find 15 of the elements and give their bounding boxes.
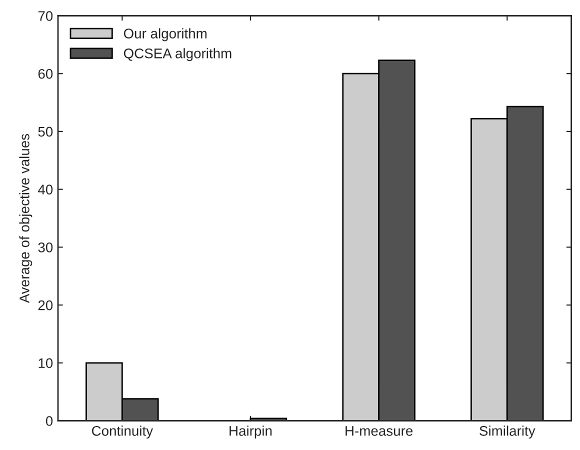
y-axis-title: Average of objective values <box>19 134 32 304</box>
y-tick-label: 0 <box>46 416 53 426</box>
y-tick-label: 10 <box>38 358 53 368</box>
y-tick-label: 20 <box>38 300 53 310</box>
y-tick-label: 50 <box>38 126 53 137</box>
legend-label: Our algorithm <box>124 28 206 42</box>
y-tick-label: 30 <box>38 242 53 252</box>
y-tick-label: 40 <box>38 184 53 194</box>
x-tick-label: Hairpin <box>230 426 272 439</box>
legend-label: QCSEA algorithm <box>124 48 232 62</box>
y-tick-label: 60 <box>38 68 53 79</box>
x-tick-label: Similarity <box>480 426 536 439</box>
y-tick-label: 70 <box>38 11 53 21</box>
x-tick-label: Continuity <box>92 426 154 439</box>
x-tick-label: H-measure <box>346 426 413 436</box>
